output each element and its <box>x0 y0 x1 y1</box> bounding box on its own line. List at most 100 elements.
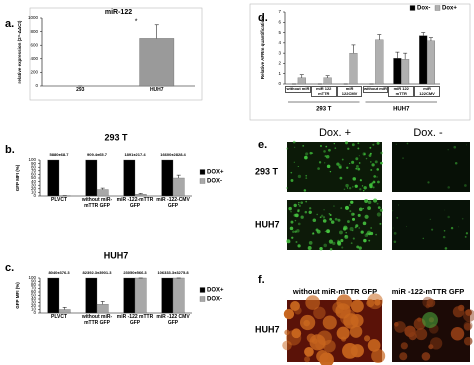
micrograph-cell <box>345 227 349 230</box>
micrograph-cell <box>350 299 364 313</box>
row-label: 293 T <box>255 166 279 176</box>
bar <box>172 177 185 197</box>
micrograph <box>392 200 470 250</box>
micrograph-cell <box>370 168 373 171</box>
micrograph-cell <box>375 233 377 236</box>
bar <box>172 277 185 314</box>
y-tick-label: 400 <box>30 56 38 61</box>
micrograph-cell <box>309 207 312 210</box>
micrograph-cell <box>444 247 448 250</box>
micrograph-cell <box>300 201 304 204</box>
micrograph-cell <box>328 212 331 215</box>
x-tick-label: without miR-mTTR GFP <box>81 197 113 209</box>
bar <box>58 309 71 314</box>
bar <box>401 59 410 85</box>
micrograph-cell <box>350 242 353 245</box>
micrograph-cell <box>357 213 361 217</box>
micrograph-cell <box>297 203 300 206</box>
micrograph-cell <box>363 190 365 192</box>
micrograph-cell <box>297 244 301 248</box>
y-tick-label: 0 <box>35 83 38 88</box>
micrograph-cell <box>325 155 330 159</box>
bar <box>419 35 428 85</box>
micrograph-cell <box>351 143 355 147</box>
micrograph-cell <box>374 160 378 164</box>
micrograph-cell <box>450 226 454 230</box>
micrograph-cell <box>406 142 409 145</box>
micrograph-cell <box>371 163 375 167</box>
micrograph-cell <box>458 226 459 228</box>
bar <box>323 77 332 85</box>
top-label: 82392.3±3901.3 <box>83 270 113 275</box>
y-tick-label: 20 <box>31 303 37 308</box>
legend-label: Dox+ <box>442 6 457 12</box>
micrograph <box>392 142 470 192</box>
micrograph-cell <box>324 230 327 233</box>
micrograph-cell <box>368 154 372 157</box>
micrograph-cell <box>367 339 381 352</box>
row-label: HUH7 <box>255 219 280 229</box>
micrograph-cell <box>380 161 383 165</box>
micrograph-cell <box>304 356 311 363</box>
micrograph-cell <box>326 164 331 169</box>
micrograph-cell <box>429 218 431 220</box>
micrograph-cell <box>324 155 327 158</box>
panel-label: b. <box>5 144 15 156</box>
micrograph-cell <box>293 146 296 149</box>
top-label: 106333.3±3275.8 <box>157 270 189 275</box>
micrograph-cell <box>305 174 308 177</box>
micrograph-cell <box>443 229 446 232</box>
y-axis-label: relative expression (2^-ΔΔCt) <box>17 20 22 83</box>
micrograph-cell <box>454 161 458 165</box>
micrograph-cell <box>297 174 302 179</box>
micrograph <box>287 142 382 192</box>
micrograph-cell <box>341 158 344 161</box>
top-label: 16600±2828.4 <box>160 152 186 157</box>
micrograph-cell <box>377 180 380 184</box>
micrograph-cell <box>347 220 350 223</box>
micrograph-cell <box>345 232 347 234</box>
micrograph-cell <box>286 147 289 150</box>
legend-swatch <box>199 178 206 184</box>
micrograph-cell <box>286 187 288 189</box>
micrograph-cell <box>358 207 363 212</box>
panel-label: d. <box>258 12 268 24</box>
micrograph-cell <box>297 165 299 167</box>
micrograph-cell <box>392 210 394 212</box>
micrograph-cell <box>316 350 329 363</box>
bar <box>393 58 402 85</box>
y-tick-label: 50 <box>31 175 37 180</box>
micrograph-cell <box>298 202 300 204</box>
group-label: 293 T <box>316 107 332 113</box>
micrograph-cell <box>422 312 438 328</box>
legend-label: DOX+ <box>207 170 224 176</box>
micrograph-cell <box>292 140 296 144</box>
micrograph-cell <box>400 342 408 350</box>
micrograph-cell <box>373 198 378 203</box>
micrograph-cell <box>355 165 359 168</box>
micrograph-cell <box>371 348 386 364</box>
micrograph-cell <box>363 186 367 190</box>
y-tick-label: 70 <box>31 168 37 173</box>
micrograph-cell <box>329 213 332 216</box>
micrograph-cell <box>341 246 344 249</box>
bar <box>134 277 147 314</box>
micrograph-cell <box>294 230 297 233</box>
micrograph-cell <box>290 301 300 311</box>
micrograph-cell <box>358 227 360 229</box>
y-tick-label: 80 <box>31 164 37 169</box>
bar <box>123 159 136 197</box>
micrograph-cell <box>308 241 313 245</box>
y-tick-label: 2 <box>278 61 281 66</box>
y-tick-label: 7 <box>278 9 281 14</box>
micrograph-cell <box>352 229 354 232</box>
micrograph-cell <box>352 217 356 221</box>
legend-swatch <box>199 287 206 293</box>
micrograph-cell <box>338 230 343 235</box>
micrograph-cell <box>352 186 354 188</box>
micrograph-cell <box>309 151 313 155</box>
y-axis-label: Relative AFRm quantification <box>260 17 265 80</box>
micrograph-cell <box>295 241 298 244</box>
bar <box>139 38 175 87</box>
bar <box>161 277 174 314</box>
